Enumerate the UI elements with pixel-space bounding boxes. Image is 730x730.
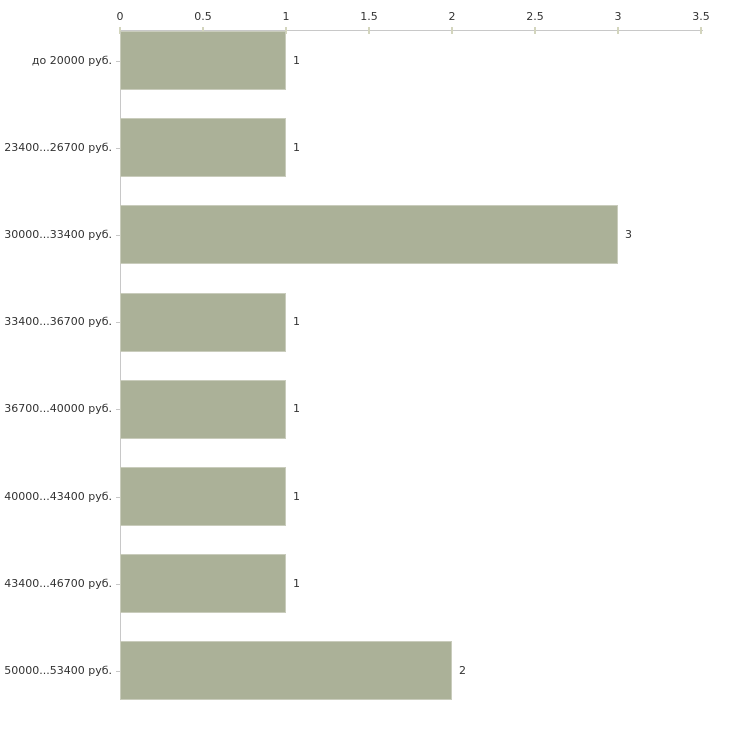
x-tick-mark	[534, 27, 536, 34]
y-tick-mark	[116, 148, 121, 149]
bar	[120, 292, 286, 352]
bar	[120, 31, 286, 90]
value-label: 1	[293, 402, 300, 416]
bar	[120, 467, 286, 526]
x-tick-mark	[700, 27, 702, 34]
value-label: 1	[293, 140, 300, 154]
y-tick-mark	[116, 497, 121, 498]
y-tick-mark	[116, 235, 121, 236]
x-tick-mark	[451, 27, 453, 34]
bar	[120, 205, 618, 265]
value-label: 2	[459, 663, 466, 677]
value-label: 1	[293, 53, 300, 67]
bar	[120, 118, 286, 178]
x-tick-label: 1.5	[360, 10, 378, 23]
x-tick-mark	[119, 27, 121, 34]
value-label: 3	[625, 227, 632, 241]
y-tick-mark	[116, 584, 121, 585]
category-label: 30000...33400 руб.	[4, 227, 112, 241]
value-label: 1	[293, 489, 300, 503]
category-label: 23400...26700 руб.	[4, 140, 112, 154]
category-label: 43400...46700 руб.	[4, 576, 112, 590]
y-tick-mark	[116, 409, 121, 410]
value-label: 1	[293, 315, 300, 329]
bar	[120, 554, 286, 614]
y-tick-mark	[116, 671, 121, 672]
x-tick-mark	[285, 27, 287, 34]
y-axis-line	[120, 30, 121, 701]
x-axis-line	[120, 30, 703, 31]
bar	[120, 641, 452, 701]
value-label: 1	[293, 576, 300, 590]
x-tick-mark	[202, 27, 204, 34]
x-tick-label: 0	[116, 10, 124, 23]
x-tick-label: 2.5	[526, 10, 544, 23]
x-tick-label: 2	[448, 10, 456, 23]
x-tick-label: 3	[614, 10, 622, 23]
x-tick-mark	[368, 27, 370, 34]
category-label: 36700...40000 руб.	[4, 402, 112, 416]
category-label: 40000...43400 руб.	[4, 489, 112, 503]
x-tick-label: 3.5	[692, 10, 710, 23]
category-label: 50000...53400 руб.	[4, 663, 112, 677]
bar	[120, 379, 286, 439]
y-tick-mark	[116, 61, 121, 62]
category-label: до 20000 руб.	[31, 53, 112, 67]
y-tick-mark	[116, 322, 121, 323]
x-tick-label: 1	[282, 10, 290, 23]
x-tick-mark	[617, 27, 619, 34]
category-label: 33400...36700 руб.	[4, 315, 112, 329]
x-tick-label: 0.5	[194, 10, 212, 23]
